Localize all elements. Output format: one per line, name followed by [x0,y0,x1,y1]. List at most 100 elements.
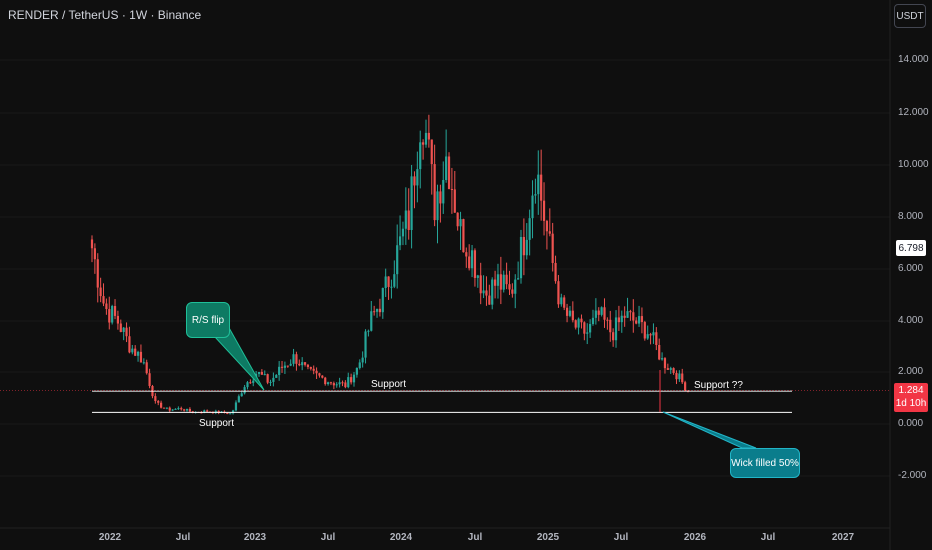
candle-body [122,327,125,332]
candle-body [663,358,667,369]
candle-body [398,236,402,246]
candle-body [347,377,350,388]
candle-body [410,176,413,230]
candle-body [519,236,523,279]
candle-body [180,408,183,410]
support-label-low: Support [199,418,235,429]
x-tick-label: Jul [320,532,336,543]
candle-body [499,274,502,290]
candle-body [183,409,186,411]
candle-body [275,374,278,378]
candle-body [90,239,94,249]
x-tick-label: 2024 [389,532,413,543]
current-price: 1.284 [898,385,924,396]
candle-body [177,408,180,410]
candle-body [231,410,235,414]
candle-body [370,311,373,331]
candle-body [678,373,681,380]
candle-body [591,317,595,324]
candle-body [350,377,353,383]
x-tick-label: Jul [175,532,191,543]
y-tick-label: 2.000 [898,366,924,377]
candle-body [318,373,321,376]
wick-callout[interactable]: Wick filled 50% [730,448,800,478]
candle-body [675,372,678,380]
candle-body [102,296,105,304]
candle-body [283,365,287,368]
candle-body [171,409,174,411]
candle-body [583,322,586,334]
candle-body [609,319,612,333]
candle-body [436,191,439,221]
candle-body [257,371,261,374]
candle-body [128,336,131,353]
candle-body [479,275,482,294]
candle-body [669,368,672,370]
candle-body [341,382,344,384]
candle-body [301,362,304,366]
x-tick-label: 2023 [243,532,267,543]
current-price-badge: 1.284 1d 10h [894,383,928,412]
candle-body [154,396,157,402]
candle-body [298,363,301,366]
candle-body [260,371,263,375]
candle-body [626,311,629,318]
candle-body [105,303,108,310]
candle-body [505,274,508,285]
candle-body [404,210,407,229]
candle-body [229,413,232,415]
candle-body [355,367,358,375]
y-tick-label: 14.000 [898,54,929,65]
candle-body [312,368,315,371]
candle-body [113,306,117,316]
y-tick-label: 10.000 [898,159,929,170]
candle-body [442,180,445,204]
candle-body [373,311,376,313]
candle-body [413,176,416,186]
y-tick-label: 8.000 [898,211,924,222]
candle-body [652,332,655,336]
candle-body [367,330,370,332]
candle-body [462,219,465,253]
candle-body [606,319,609,321]
candle-body [594,310,597,318]
candle-body [629,311,632,313]
candle-body [612,332,615,341]
candle-body [324,377,327,385]
x-tick-label: Jul [467,532,483,543]
candle-body [142,362,145,364]
candle-body [269,381,272,383]
candle-body [157,401,160,403]
candle-body [589,323,592,333]
candle-body [623,315,626,318]
candle-body [309,367,312,369]
candle-body [511,289,514,294]
candle-body [125,327,128,337]
currency-button[interactable]: USDT [894,4,926,28]
candle-body [168,407,171,411]
last-value-badge: 6.798 [896,240,926,256]
candle-body [358,362,361,368]
candle-body [672,368,675,373]
candle-body [482,290,485,294]
candle-body [108,309,111,323]
candle-body [162,407,166,409]
candle-body [116,315,120,324]
candle-body [542,200,546,221]
candle-body [445,156,448,181]
candle-body [303,362,307,365]
candle-body [286,365,289,367]
x-tick-label: 2027 [831,532,855,543]
candle-body [537,174,540,195]
candle-body [335,384,338,386]
candle-body [165,407,168,409]
candle-body [586,332,589,334]
candle-body [361,357,364,363]
rs-flip-callout[interactable]: R/S flip [186,302,230,338]
candle-body [289,363,292,366]
candle-body [321,375,324,378]
candle-body [565,307,569,316]
candle-body [643,322,646,339]
candle-body [496,274,500,286]
